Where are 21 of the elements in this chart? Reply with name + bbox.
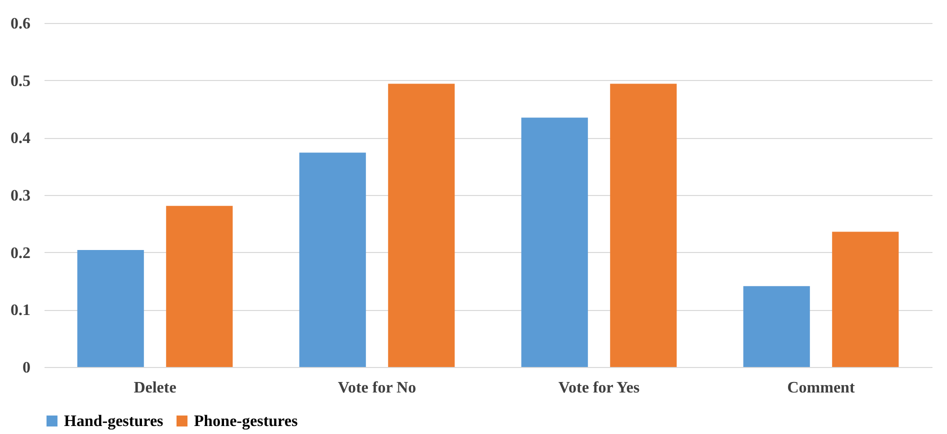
x-tick-label: Comment	[787, 380, 856, 396]
y-tick-label: 0.3	[10, 188, 30, 204]
bar	[299, 152, 366, 367]
y-tick-label: 0.2	[10, 244, 30, 262]
y-tick-label: 0	[22, 360, 30, 376]
bar	[388, 84, 455, 367]
y-tick-label: 0.6	[10, 16, 30, 32]
y-tick-label: 0.4	[10, 130, 30, 148]
y-tick-label: 0.5	[10, 72, 30, 90]
x-tick-label: Delete	[134, 380, 176, 396]
x-tick-label: Vote for No	[338, 380, 416, 396]
bar	[610, 84, 677, 367]
bar	[166, 206, 233, 367]
bar	[521, 118, 588, 367]
bar	[743, 286, 810, 367]
legend-label: Phone-gestures	[194, 413, 298, 430]
bar	[832, 232, 899, 367]
legend-label: Hand-gestures	[64, 413, 164, 430]
bar	[77, 250, 144, 367]
x-tick-label: Vote for Yes	[558, 380, 640, 396]
y-tick-label: 0.1	[10, 302, 30, 320]
